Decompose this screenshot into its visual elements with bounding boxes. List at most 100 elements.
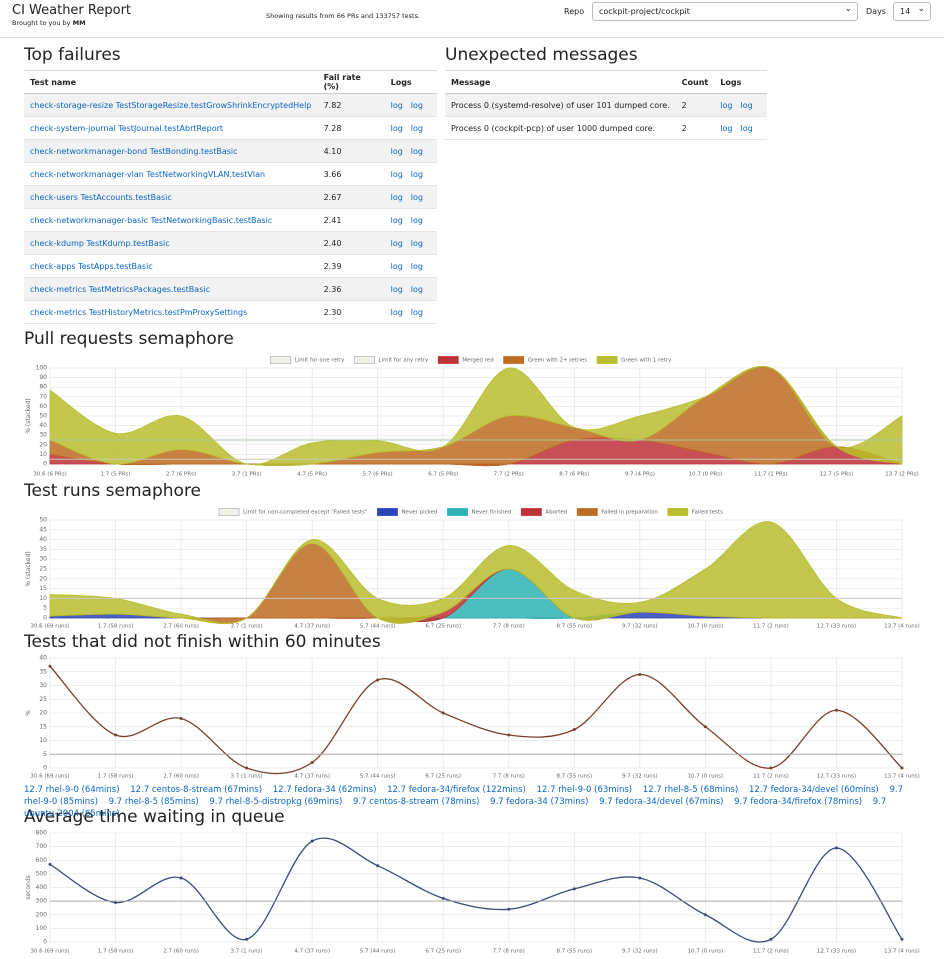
chart-title: Average time waiting in queue <box>24 807 285 827</box>
y-tick-label: 35 <box>39 546 47 553</box>
point <box>310 839 314 843</box>
cell: check-system-journal TestJournal.testAbr… <box>24 116 318 140</box>
log-link[interactable]: log <box>410 238 423 248</box>
summary: Showing results from 66 PRs and 133757 t… <box>266 12 421 20</box>
y-tick-label: 90 <box>39 374 47 381</box>
run-link[interactable]: 9.7 fedora-34/firefox (78mins) <box>734 797 863 807</box>
run-link[interactable]: 9.7 rhel-8-5-distropkg (69mins) <box>209 797 343 807</box>
message: Process 0 (systemd-resolve) of user 101 … <box>451 100 670 110</box>
log-link[interactable]: log <box>410 192 423 202</box>
log-link[interactable]: log <box>390 192 403 202</box>
author: MM <box>72 19 86 27</box>
x-tick-label: 8.7 (6 PRs) <box>559 472 589 478</box>
test-link[interactable]: check-kdump TestKdump.testBasic <box>30 238 170 248</box>
run-link[interactable]: 9.7 rhel-8-5 (85mins) <box>108 797 199 807</box>
logs-cell: log log <box>714 116 767 140</box>
test-link[interactable]: check-networkmanager-basic TestNetworkin… <box>30 215 273 225</box>
repo-select[interactable]: cockpit-project/cockpit <box>592 1 858 21</box>
table-row: check-networkmanager-vlan TestNetworking… <box>24 162 437 186</box>
log-link[interactable]: log <box>410 261 423 271</box>
log-link[interactable]: log <box>720 123 733 133</box>
log-link[interactable]: log <box>390 100 403 110</box>
log-link[interactable]: log <box>410 123 423 133</box>
point <box>507 907 511 911</box>
point <box>114 900 118 904</box>
count: 2 <box>681 123 687 133</box>
run-link[interactable]: 9.7 ubuntu-2004 (65mins) <box>24 797 887 819</box>
logs-cell: log log <box>714 93 767 117</box>
test-link[interactable]: check-storage-resize TestStorageResize.t… <box>30 100 312 110</box>
cell: Process 0 (systemd-resolve) of user 101 … <box>445 93 676 117</box>
log-link[interactable]: log <box>740 123 753 133</box>
y-axis-label: % (stacked) <box>25 398 32 434</box>
x-tick-label: 11.7 (2 runs) <box>753 624 789 630</box>
cell: 2 <box>675 116 715 140</box>
log-link[interactable]: log <box>410 284 423 294</box>
x-tick-label: 13.7 (4 runs) <box>884 624 920 630</box>
log-link[interactable]: log <box>410 146 423 156</box>
log-link[interactable]: log <box>410 215 423 225</box>
y-tick-label: 80 <box>39 384 47 391</box>
test-link[interactable]: check-metrics TestHistoryMetrics.testPmP… <box>30 307 248 317</box>
log-link[interactable]: log <box>390 123 403 133</box>
log-link[interactable]: log <box>390 238 403 248</box>
count: 2 <box>681 100 687 110</box>
y-tick-label: 40 <box>39 655 47 662</box>
run-link[interactable]: 9.7 fedora-34/devel (67mins) <box>599 797 724 807</box>
run-link[interactable]: 12.7 rhel-9-0 (64mins) <box>24 785 120 795</box>
x-tick-label: 11.7 (2 runs) <box>753 774 789 780</box>
point <box>245 766 249 770</box>
x-tick-label: 30.6 (69 runs) <box>30 624 69 630</box>
legend-swatch <box>354 356 375 364</box>
fail-rate: 2.41 <box>323 215 342 225</box>
run-link[interactable]: 12.7 fedora-34/firefox (122mins) <box>387 785 526 795</box>
table-row: check-users TestAccounts.testBasic 2.67 lo… <box>24 185 437 209</box>
run-link[interactable]: 9.7 centos-8-stream (78mins) <box>353 797 480 807</box>
run-link[interactable]: 9.7 fedora-34 (73mins) <box>490 797 589 807</box>
days-select[interactable]: 14 <box>893 1 931 21</box>
legend-swatch <box>503 356 525 364</box>
log-link[interactable]: log <box>410 100 423 110</box>
top-bar: CI Weather Report Brought to you by MM S… <box>0 0 944 38</box>
log-link[interactable]: log <box>740 100 753 110</box>
run-link[interactable]: 12.7 centos-8-stream (67mins) <box>130 785 263 795</box>
x-tick-label: 5.7 (44 runs) <box>360 774 396 780</box>
x-tick-label: 13.7 (2 PRs) <box>885 472 919 478</box>
log-link[interactable]: log <box>390 261 403 271</box>
test-link[interactable]: check-networkmanager-vlan TestNetworking… <box>30 169 266 179</box>
test-link[interactable]: check-users TestAccounts.testBasic <box>30 192 172 202</box>
log-link[interactable]: log <box>720 100 733 110</box>
log-link[interactable]: log <box>410 307 423 317</box>
test-link[interactable]: check-apps TestApps.testBasic <box>30 261 153 271</box>
run-link[interactable]: 12.7 rhel-9-0 (63mins) <box>536 785 633 795</box>
log-link[interactable]: log <box>390 146 403 156</box>
point <box>245 937 249 941</box>
legend-label: Green with 2+ retries <box>528 358 588 364</box>
run-link[interactable]: 9.7 rhel-9-0 (85mins) <box>24 785 903 807</box>
log-link[interactable]: log <box>390 169 403 179</box>
log-link[interactable]: log <box>390 307 403 317</box>
test-link[interactable]: check-system-journal TestJournal.testAbr… <box>30 123 224 133</box>
point <box>179 876 183 880</box>
run-link[interactable]: 12.7 rhel-8-5 (68mins) <box>642 785 739 795</box>
run-link[interactable]: 12.7 fedora-34/devel (60mins) <box>749 785 879 795</box>
log-link[interactable]: log <box>390 215 403 225</box>
legend: Limit for one retry Limit for any retry Me… <box>270 356 672 364</box>
x-tick-label: 12.7 (33 runs) <box>817 774 856 780</box>
run-link[interactable]: 12.7 fedora-34 (62mins) <box>272 785 377 795</box>
test-link[interactable]: check-metrics TestMetricsPackages.testBa… <box>30 284 210 294</box>
point <box>48 862 52 866</box>
column-header: Logs <box>714 70 767 94</box>
log-link[interactable]: log <box>410 169 423 179</box>
cell: 2 <box>675 93 715 117</box>
x-tick-label: 30.6 (69 runs) <box>30 949 69 955</box>
x-tick-label: 3.7 (1 runs) <box>231 624 263 630</box>
x-tick-label: 12.7 (33 runs) <box>817 949 856 955</box>
y-tick-label: 25 <box>39 696 47 703</box>
log-link[interactable]: log <box>390 284 403 294</box>
test-link[interactable]: check-networkmanager-bond TestBonding.te… <box>30 146 238 156</box>
x-tick-label: 2.7 (60 runs) <box>163 949 199 955</box>
legend-label: Limit for non-completed except "Failed t… <box>243 510 367 516</box>
x-tick-label: 10.7 (0 runs) <box>688 774 724 780</box>
legend-label: Aborted <box>545 510 567 516</box>
